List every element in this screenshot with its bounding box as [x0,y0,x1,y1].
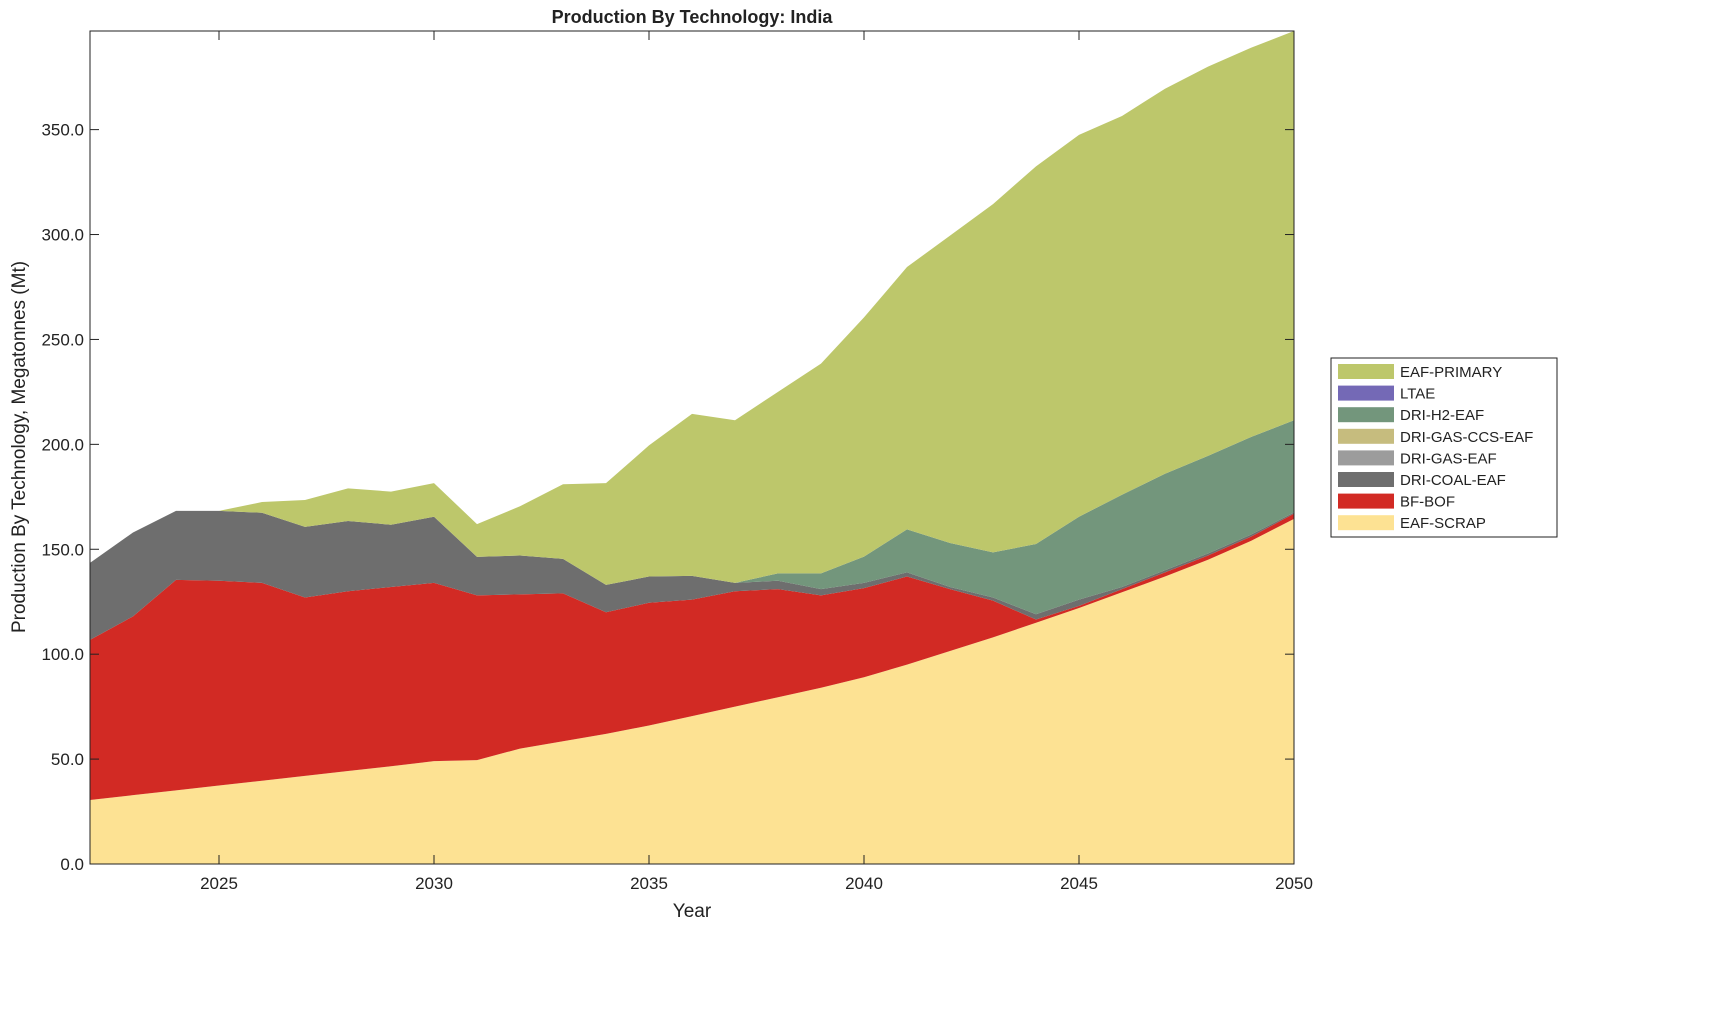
legend-label: EAF-PRIMARY [1400,364,1502,381]
legend-swatch-dri-gas-eaf [1338,450,1394,466]
legend: EAF-PRIMARY LTAE DRI-H2-EAF DRI-GAS-CCS-EAF… [1330,357,1558,538]
areas-layer [90,31,1294,864]
plot-frame [89,30,1295,865]
x-tick-label: 2035 [630,874,668,893]
legend-label: EAF-SCRAP [1400,515,1486,532]
y-tick-label: 300.0 [41,226,84,245]
y-tick-label: 50.0 [51,750,84,769]
y-tick-label: 200.0 [41,435,84,454]
y-tick-label: 350.0 [41,121,84,140]
x-axis-label: Year [673,901,712,922]
legend-label: DRI-GAS-CCS-EAF [1400,429,1533,446]
legend-label: DRI-H2-EAF [1400,407,1484,424]
area-dri-coal-eaf [90,510,1294,640]
area-eaf-primary [90,31,1294,585]
legend-swatch-dri-h2-eaf [1338,407,1394,423]
y-tick-label: 0.0 [60,855,84,874]
area-eaf-scrap [90,518,1294,864]
legend-swatch-dri-coal-eaf [1338,472,1394,487]
legend-label: BF-BOF [1400,494,1455,511]
y-tick-label: 100.0 [41,645,84,664]
area-bf-bof [90,513,1294,801]
legend-swatch-dri-gas-ccs-eaf [1338,428,1394,444]
chart-title: Production By Technology: India [552,7,834,27]
legend-label: LTAE [1400,386,1435,403]
area-dri-h2-eaf [90,420,1294,615]
legend-label: DRI-GAS-EAF [1400,450,1497,467]
legend-swatch-bf-bof [1338,493,1394,509]
legend-label: DRI-COAL-EAF [1400,472,1506,489]
y-axis-label: Production By Technology, Megatonnes (Mt… [9,261,30,633]
x-tick-label: 2050 [1275,874,1313,893]
axis-ticks: 0.0 50.0 100.0 150.0 200.0 250.0 300.0 350.0 202… [41,31,1313,893]
x-tick-label: 2030 [415,874,453,893]
legend-swatch-eaf-scrap [1338,515,1394,531]
x-tick-label: 2025 [200,874,238,893]
x-tick-label: 2045 [1060,874,1098,893]
y-tick-label: 150.0 [41,540,84,559]
legend-swatch-ltae [1338,385,1394,401]
x-tick-label: 2040 [845,874,883,893]
legend-swatch-eaf-primary [1338,364,1394,379]
y-tick-label: 250.0 [41,330,84,349]
